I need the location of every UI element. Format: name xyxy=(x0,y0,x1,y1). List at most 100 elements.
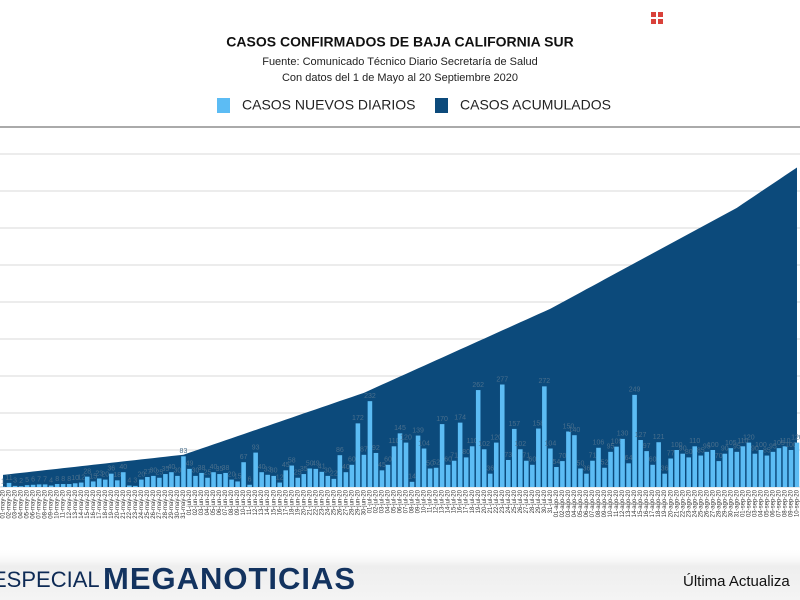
data-label: 3 xyxy=(13,478,17,485)
x-tick-label: 29-jul-20 xyxy=(536,489,542,513)
x-tick-label: 06-jul-20 xyxy=(398,489,404,513)
x-tick-label: 25-may-20 xyxy=(145,489,151,518)
x-tick-label: 04-may-20 xyxy=(19,489,25,518)
bar xyxy=(151,475,156,487)
x-tick-label: 11-jun-20 xyxy=(247,489,253,515)
data-label: 105 xyxy=(773,440,785,447)
data-label: 104 xyxy=(418,440,430,447)
data-label: 2 xyxy=(19,478,23,485)
x-tick-label: 03-ago-20 xyxy=(566,489,572,517)
data-label: 100 xyxy=(785,442,797,449)
bar xyxy=(181,456,186,487)
data-label: 120 xyxy=(743,434,755,441)
x-tick-label: 24-jul-20 xyxy=(506,489,512,513)
data-label: 158 xyxy=(533,420,545,427)
data-label: 36 xyxy=(661,466,669,473)
bar xyxy=(584,473,589,487)
bar xyxy=(536,428,541,487)
x-tick-label: 30-jun-20 xyxy=(361,489,367,515)
data-label: 4 xyxy=(127,477,131,484)
x-tick-label: 11-may-20 xyxy=(61,489,67,518)
bar xyxy=(24,485,30,487)
bar xyxy=(794,442,800,487)
data-label: 95 xyxy=(733,444,741,451)
bar xyxy=(301,474,307,487)
x-tick-label: 09-jul-20 xyxy=(416,489,422,513)
data-label: 25 xyxy=(204,470,212,477)
bar xyxy=(319,471,325,487)
x-tick-label: 09-ago-20 xyxy=(602,489,608,517)
bar xyxy=(343,472,349,487)
x-tick-label: 28-may-20 xyxy=(163,489,169,518)
data-label: 127 xyxy=(635,432,647,439)
x-tick-label: 24-jun-20 xyxy=(325,489,331,515)
bar xyxy=(247,484,252,487)
bar xyxy=(554,467,559,487)
x-tick-label: 07-may-20 xyxy=(37,489,43,518)
data-label: 60 xyxy=(528,457,536,464)
x-tick-label: 08-jun-20 xyxy=(229,489,235,515)
data-label: 64 xyxy=(625,455,633,462)
data-label: 172 xyxy=(352,415,364,422)
data-label: 25 xyxy=(294,470,302,477)
data-label: 38 xyxy=(222,465,230,472)
x-tick-label: 12-jul-20 xyxy=(434,489,440,513)
data-label: 27 xyxy=(143,469,151,476)
bar xyxy=(788,450,794,487)
x-tick-label: 31-ago-20 xyxy=(734,489,740,517)
x-tick-label: 01-may-20 xyxy=(1,489,7,518)
x-tick-label: 01-jun-20 xyxy=(187,489,193,515)
x-tick-label: 14-jun-20 xyxy=(265,489,271,515)
data-label: 36 xyxy=(486,466,494,473)
x-tick-label: 15-jul-20 xyxy=(452,489,458,513)
x-tick-label: 07-jun-20 xyxy=(223,489,229,515)
bar xyxy=(18,486,24,487)
bar xyxy=(277,482,282,487)
bar xyxy=(391,446,397,487)
data-label: 50 xyxy=(426,460,434,467)
data-label: 80 xyxy=(462,449,470,456)
bar xyxy=(698,455,704,487)
x-tick-label: 04-jun-20 xyxy=(205,489,211,515)
data-label: 60 xyxy=(649,457,657,464)
bar xyxy=(469,446,475,487)
bar xyxy=(548,448,553,487)
x-tick-label: 17-may-20 xyxy=(97,489,103,518)
bar xyxy=(72,483,78,487)
data-label: 60 xyxy=(444,457,452,464)
bar xyxy=(12,485,18,487)
bar xyxy=(121,472,126,487)
bar xyxy=(650,464,655,487)
bar xyxy=(66,484,72,487)
bar xyxy=(313,468,319,487)
bar xyxy=(283,470,288,487)
bar xyxy=(475,390,481,487)
data-label: 52 xyxy=(601,460,609,467)
data-label: 120 xyxy=(490,434,502,441)
data-label: 8 xyxy=(55,476,59,483)
data-label: 110 xyxy=(689,438,700,445)
data-label: 12 xyxy=(77,474,85,481)
x-tick-label: 20-jul-20 xyxy=(482,489,488,513)
bar xyxy=(439,424,445,487)
x-tick-label: 17-jun-20 xyxy=(283,489,289,515)
data-label: 85 xyxy=(763,447,771,454)
x-tick-label: 08-jul-20 xyxy=(410,489,416,513)
data-label: 105 xyxy=(725,440,737,447)
bar xyxy=(175,475,180,487)
bar xyxy=(457,422,463,487)
data-label: 10 xyxy=(71,475,79,482)
data-label: 170 xyxy=(436,416,448,423)
data-label: 67 xyxy=(240,454,248,461)
bar xyxy=(776,448,782,487)
x-tick-label: 13-jun-20 xyxy=(259,489,265,515)
x-tick-label: 24-may-20 xyxy=(139,489,145,518)
legend-label: CASOS ACUMULADOS xyxy=(460,97,611,113)
x-tick-label: 09-sep-20 xyxy=(789,489,795,517)
bar xyxy=(662,473,667,487)
bar xyxy=(108,473,114,487)
x-tick-label: 08-may-20 xyxy=(43,489,49,518)
bar xyxy=(42,484,48,487)
x-tick-label: 06-sep-20 xyxy=(771,489,777,517)
